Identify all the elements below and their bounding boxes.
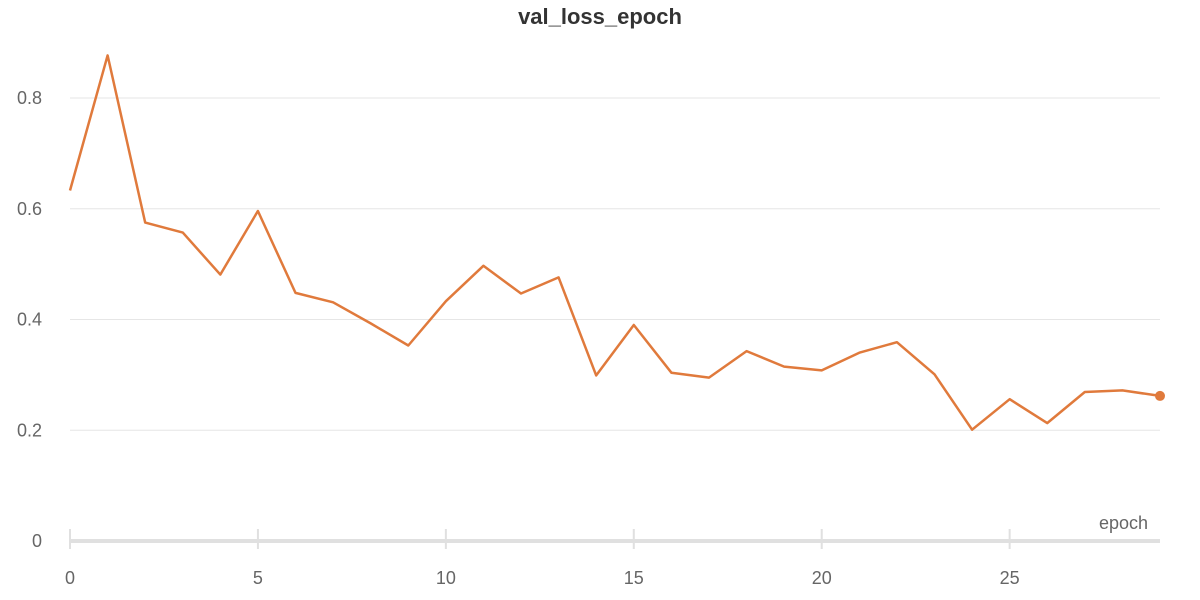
y-tick-labels: 0 0.2 0.4 0.6 0.8 <box>17 88 42 551</box>
x-tick-label: 5 <box>253 568 263 588</box>
y-tick-label: 0.4 <box>17 310 42 330</box>
x-tick-label: 0 <box>65 568 75 588</box>
x-tick-label: 25 <box>1000 568 1020 588</box>
y-tick-label: 0.2 <box>17 420 42 440</box>
x-tick-label: 20 <box>812 568 832 588</box>
chart-title: val_loss_epoch <box>518 4 682 29</box>
x-axis-title: epoch <box>1099 513 1148 533</box>
series-group <box>68 54 1165 431</box>
y-tick-label: 0 <box>32 531 42 551</box>
gridlines <box>70 97 1160 431</box>
x-tick-labels: 0 5 10 15 20 25 <box>65 568 1020 588</box>
series-endpoint-marker <box>1155 390 1165 401</box>
y-tick-label: 0.6 <box>17 199 42 219</box>
series-line <box>68 54 1161 431</box>
y-tick-label: 0.8 <box>17 88 42 108</box>
x-axis <box>69 529 1160 549</box>
x-tick-label: 10 <box>436 568 456 588</box>
x-tick-label: 15 <box>624 568 644 588</box>
